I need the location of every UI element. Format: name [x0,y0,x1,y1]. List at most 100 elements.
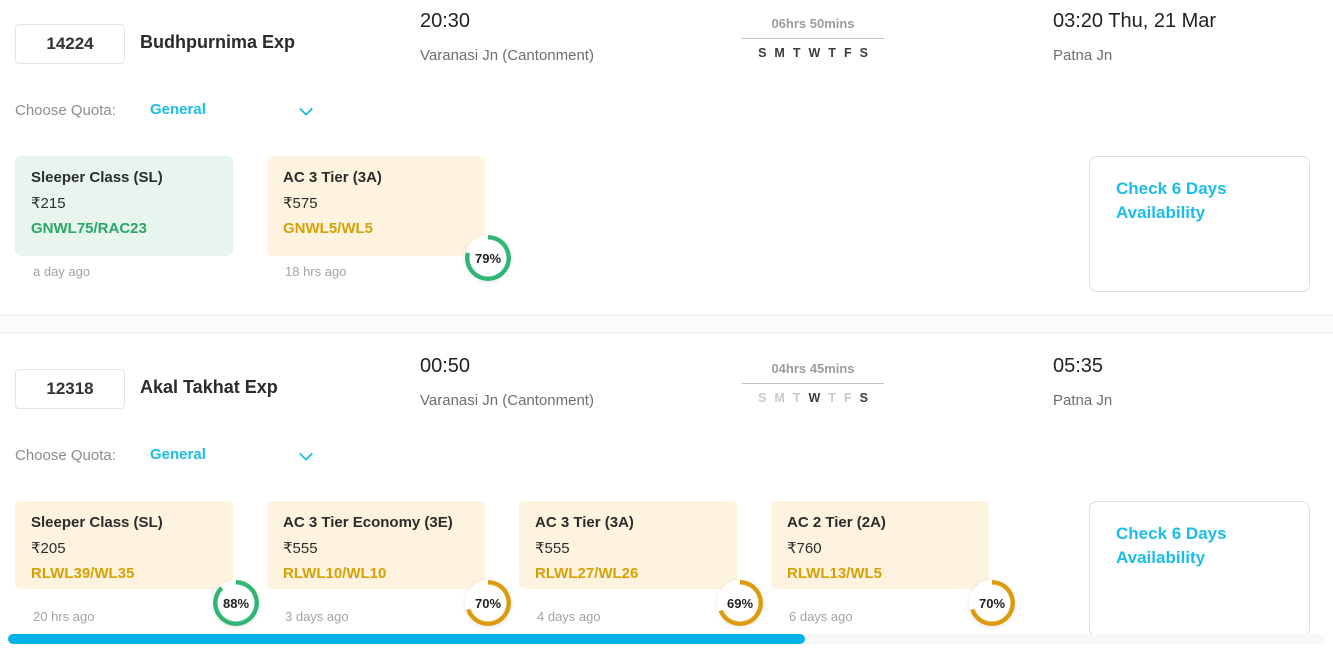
train-card: 14224 Budhpurnima Exp 20:30 Varanasi Jn … [0,0,1333,315]
confirmation-chance-value: 70% [978,595,1006,611]
quota-select[interactable]: General [150,101,206,118]
departure-time: 00:50 [420,355,471,377]
class-name: Sleeper Class (SL) [31,169,163,186]
train-number: 12318 [46,379,94,398]
duration-text: 06hrs 50mins [742,16,884,39]
fare-price: ₹760 [787,540,822,557]
confirmation-chance-badge: 70% [969,580,1015,626]
last-updated: 20 hrs ago [33,609,95,624]
day-letter: W [808,391,821,405]
day-letter: S [758,46,767,60]
confirmation-chance-badge: 88% [213,580,259,626]
running-days: S M T W T F S [742,39,884,60]
availability-status: GNWL75/RAC23 [31,220,147,237]
day-letter: S [859,46,868,60]
day-letter: W [808,46,821,60]
check-6-days-availability-button[interactable]: Check 6 Days Availability [1089,156,1310,292]
departure-station: Varanasi Jn (Cantonment) [420,47,594,64]
confirmation-chance-badge: 79% [465,235,511,281]
day-letter: M [774,46,785,60]
fare-price: ₹575 [283,195,318,212]
train-number-box: 12318 [15,369,125,409]
arrival-station: Patna Jn [1053,392,1113,409]
day-letter: T [792,391,801,405]
availability-status: RLWL27/WL26 [535,565,639,582]
quota-select[interactable]: General [150,446,206,463]
card-divider [0,315,1333,333]
quota-label: Choose Quota: [15,102,116,119]
availability-status: RLWL13/WL5 [787,565,883,582]
progress-ring-icon [465,580,511,626]
fare-class-cell[interactable]: Sleeper Class (SL) ₹205 RLWL39/WL35 20 h… [15,501,259,626]
class-name: AC 3 Tier (3A) [283,169,382,186]
fare-box: Sleeper Class (SL) ₹215 GNWL75/RAC23 [15,156,233,256]
fare-class-cell[interactable]: AC 3 Tier (3A) ₹555 RLWL27/WL26 4 days a… [519,501,763,626]
departure-station: Varanasi Jn (Cantonment) [420,392,594,409]
confirmation-chance-value: 88% [222,595,250,611]
last-updated: 4 days ago [537,609,601,624]
confirmation-chance-value: 69% [726,595,754,611]
chevron-down-icon[interactable] [301,104,312,115]
fare-price: ₹555 [283,540,318,557]
duration-block: 04hrs 45mins S M T W T F S [742,361,884,405]
fare-box: Sleeper Class (SL) ₹205 RLWL39/WL35 [15,501,233,589]
day-letter: S [859,391,868,405]
fare-box: AC 2 Tier (2A) ₹760 RLWL13/WL5 [771,501,989,589]
last-updated: 18 hrs ago [285,264,347,279]
confirmation-chance-value: 79% [474,250,502,266]
fare-class-cell[interactable]: Sleeper Class (SL) ₹215 GNWL75/RAC23 a d… [15,156,233,279]
duration-text: 04hrs 45mins [742,361,884,384]
confirmation-chance-badge: 69% [717,580,763,626]
check-6-days-availability-label: Check 6 Days Availability [1116,179,1227,223]
train-number: 14224 [46,34,94,53]
progress-ring-icon [213,580,259,626]
progress-ring-icon [465,235,511,281]
availability-status: RLWL10/WL10 [283,565,387,582]
fare-price: ₹215 [31,195,66,212]
day-letter: M [774,391,785,405]
fare-price: ₹555 [535,540,570,557]
chevron-down-icon[interactable] [301,449,312,460]
last-updated: 3 days ago [285,609,349,624]
day-letter: T [828,391,836,405]
arrival-time: 03:20 Thu, 21 Mar [1053,10,1217,32]
day-letter: S [758,391,767,405]
fare-box: AC 3 Tier Economy (3E) ₹555 RLWL10/WL10 [267,501,485,589]
progress-ring-icon [717,580,763,626]
class-name: AC 3 Tier (3A) [535,514,634,531]
last-updated: a day ago [33,264,91,279]
progress-ring-icon [969,580,1015,626]
day-letter: T [828,46,836,60]
fare-class-cell[interactable]: AC 2 Tier (2A) ₹760 RLWL13/WL5 6 days ag… [771,501,1015,626]
arrival-time: 05:35 [1053,355,1104,377]
train-name: Budhpurnima Exp [140,32,296,52]
confirmation-chance-value: 70% [474,595,502,611]
fare-class-cell[interactable]: AC 3 Tier (3A) ₹575 GNWL5/WL5 18 hrs ago… [267,156,511,281]
running-days: S M T W T F S [742,384,884,405]
class-name: AC 2 Tier (2A) [787,514,886,531]
class-name: Sleeper Class (SL) [31,514,163,531]
horizontal-scrollbar-thumb[interactable] [8,634,805,644]
departure-time: 20:30 [420,10,471,32]
train-name: Akal Takhat Exp [140,377,278,397]
class-name: AC 3 Tier Economy (3E) [283,514,453,531]
check-6-days-availability-button[interactable]: Check 6 Days Availability [1089,501,1310,637]
fare-price: ₹205 [31,540,66,557]
quota-label: Choose Quota: [15,447,116,464]
fare-box: AC 3 Tier (3A) ₹555 RLWL27/WL26 [519,501,737,589]
confirmation-chance-badge: 70% [465,580,511,626]
train-number-box: 14224 [15,24,125,64]
day-letter: F [843,391,852,405]
fare-box: AC 3 Tier (3A) ₹575 GNWL5/WL5 [267,156,485,256]
horizontal-scrollbar-track[interactable] [8,634,1325,644]
fare-class-cell[interactable]: AC 3 Tier Economy (3E) ₹555 RLWL10/WL10 … [267,501,511,626]
availability-status: RLWL39/WL35 [31,565,135,582]
duration-block: 06hrs 50mins S M T W T F S [742,16,884,60]
last-updated: 6 days ago [789,609,853,624]
check-6-days-availability-label: Check 6 Days Availability [1116,524,1227,568]
arrival-station: Patna Jn [1053,47,1113,64]
day-letter: F [843,46,852,60]
day-letter: T [792,46,801,60]
availability-status: GNWL5/WL5 [283,220,373,237]
train-card: 12318 Akal Takhat Exp 00:50 Varanasi Jn … [0,345,1333,645]
